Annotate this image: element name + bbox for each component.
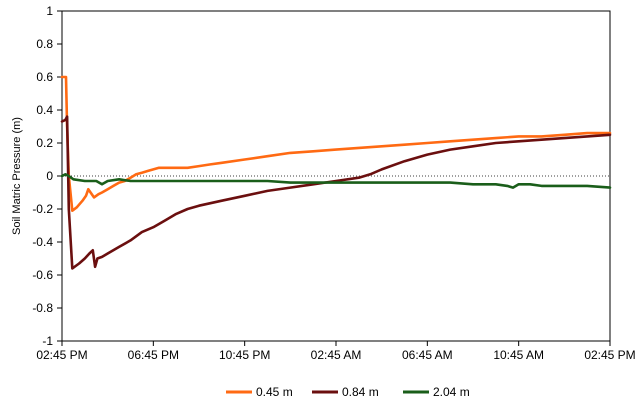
x-tick-label: 02:45 AM [311, 348, 362, 362]
plot-area [61, 10, 611, 342]
x-tick-label: 02:45 PM [36, 348, 87, 362]
y-axis-title: Soil Matric Pressure (m) [11, 117, 23, 235]
y-tick-label: -0.2 [32, 202, 53, 216]
x-tick-label: 10:45 PM [219, 348, 270, 362]
x-tick-label: 02:45 PM [584, 348, 635, 362]
legend: 0.45 m 0.84 m 2.04 m [226, 385, 470, 399]
series-line-1 [60, 75, 612, 212]
series-line-2 [60, 115, 612, 270]
series-line-3 [60, 173, 612, 189]
x-axis: 02:45 PM 06:45 PM 10:45 PM 02:45 AM 06:45 AM… [36, 341, 636, 362]
y-axis: 1 0.8 0.6 0.4 0.2 0 -0.2 -0.4 -0.6 -0.8 -1 [32, 4, 62, 348]
x-tick-label: 06:45 AM [402, 348, 453, 362]
legend-label: 2.04 m [433, 385, 470, 399]
y-tick-label: 0.6 [36, 70, 53, 84]
x-tick-label: 10:45 AM [493, 348, 544, 362]
legend-label: 0.84 m [342, 385, 379, 399]
y-tick-label: 1 [46, 4, 53, 18]
y-tick-label: -0.6 [32, 268, 53, 282]
legend-label: 0.45 m [256, 385, 293, 399]
y-tick-label: 0.2 [36, 136, 53, 150]
y-tick-label: -0.4 [32, 235, 53, 249]
x-tick-label: 06:45 PM [128, 348, 179, 362]
y-tick-label: -0.8 [32, 301, 53, 315]
y-tick-label: 0.4 [36, 103, 53, 117]
y-tick-label: 0.8 [36, 37, 53, 51]
series-layer [60, 75, 612, 270]
y-tick-label: -1 [42, 334, 53, 348]
y-tick-label: 0 [46, 169, 53, 183]
